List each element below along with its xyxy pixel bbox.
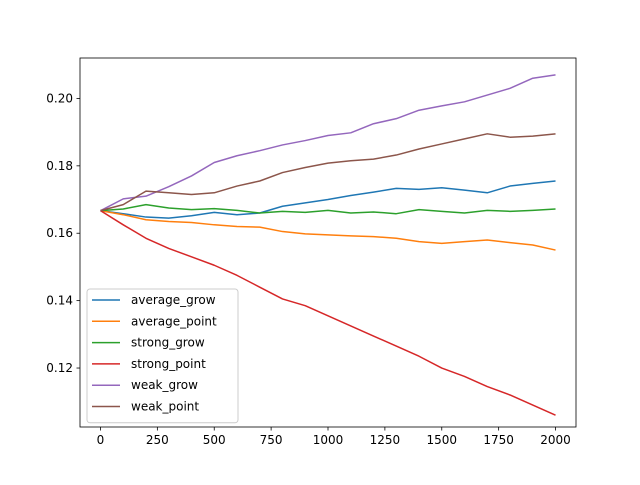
x-tick-label: 1250	[370, 433, 401, 447]
y-tick-label: 0.20	[46, 91, 73, 105]
x-tick-label: 750	[260, 433, 283, 447]
legend: average_grow average_point strong_growstro…	[86, 288, 239, 424]
series-layer	[100, 74, 556, 416]
x-tick-label: 1500	[426, 433, 457, 447]
legend-label-strong-point: strong_point	[131, 357, 206, 371]
x-tick-label: 500	[203, 433, 226, 447]
legend-label-weak-point: weak_point	[131, 400, 199, 414]
series-line-weak-grow	[100, 74, 556, 212]
series-line-weak-point	[100, 133, 556, 212]
legend-box	[86, 288, 239, 424]
legend-label-average-point: average_point	[131, 314, 217, 328]
x-axis: 0 250 500 750 1000 1250 1500 1750 2000	[97, 427, 571, 447]
x-tick-label: 250	[146, 433, 169, 447]
legend-label-strong-grow: strong_grow	[131, 336, 205, 350]
y-tick-label: 0.18	[46, 159, 73, 173]
series-line-average-grow	[100, 180, 556, 219]
series-line-average-point	[100, 209, 556, 251]
legend-label-average-grow: average_grow	[131, 293, 216, 307]
x-tick-label: 1000	[313, 433, 344, 447]
x-tick-label: 0	[97, 433, 105, 447]
y-tick-label: 0.12	[46, 361, 73, 375]
legend-label-weak-grow: weak_grow	[131, 378, 198, 392]
x-tick-label: 1750	[483, 433, 514, 447]
y-tick-label: 0.14	[46, 294, 73, 308]
series-line-strong-point	[100, 210, 556, 416]
y-tick-label: 0.16	[46, 226, 73, 240]
y-axis: 0.12 0.14 0.16 0.18 0.20	[46, 91, 80, 375]
series-line-strong-grow	[100, 203, 556, 215]
x-tick-label: 2000	[540, 433, 571, 447]
